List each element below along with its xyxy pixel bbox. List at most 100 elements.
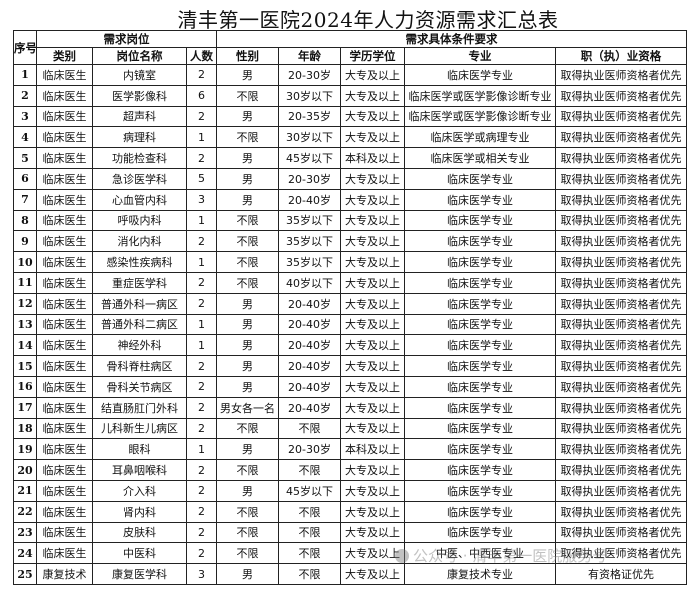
cell-qualification: 取得执业医师资格者优先 — [555, 355, 688, 377]
cell-seq: 12 — [13, 292, 37, 315]
cell-major: 临床医学专业 — [404, 521, 557, 544]
cell-qualification: 取得执业医师资格者优先 — [555, 313, 688, 336]
cell-age: 20-40岁 — [278, 188, 342, 211]
cell-qualification: 取得执业医师资格者优先 — [555, 334, 688, 357]
cell-qualification: 取得执业医师资格者优先 — [555, 209, 688, 232]
cell-qualification: 取得执业医师资格者优先 — [555, 479, 688, 502]
cell-age: 35岁以下 — [278, 251, 342, 273]
cell-age: 35岁以下 — [278, 209, 342, 232]
cell-major: 临床医学或医学影像诊断专业 — [404, 105, 557, 128]
cell-major: 临床医学专业 — [404, 396, 557, 419]
cell-age: 45岁以下 — [278, 479, 342, 502]
cell-position-name: 普通外科一病区 — [92, 292, 187, 315]
cell-age: 20-40岁 — [278, 334, 342, 357]
cell-seq: 6 — [13, 167, 37, 190]
cell-position-name: 病理科 — [92, 126, 187, 149]
cell-count: 2 — [185, 500, 218, 523]
cell-category: 临床医生 — [36, 479, 93, 502]
cell-count: 2 — [185, 271, 218, 294]
cell-count: 1 — [185, 209, 218, 232]
cell-education: 大专及以上 — [340, 375, 406, 398]
cell-seq: 15 — [13, 355, 37, 377]
cell-age: 不限 — [278, 563, 342, 585]
cell-gender: 不限 — [216, 417, 280, 440]
cell-age: 不限 — [278, 542, 342, 565]
cell-education: 大专及以上 — [340, 479, 406, 502]
cell-category: 临床医生 — [36, 334, 93, 357]
cell-seq: 5 — [13, 147, 37, 169]
cell-education: 大专及以上 — [340, 334, 406, 357]
cell-seq: 16 — [13, 375, 37, 398]
cell-position-name: 耳鼻咽喉科 — [92, 459, 187, 481]
cell-gender: 男 — [216, 334, 280, 357]
cell-qualification: 取得执业医师资格者优先 — [555, 459, 688, 481]
cell-count: 2 — [185, 64, 218, 86]
cell-gender: 不限 — [216, 251, 280, 273]
cell-seq: 24 — [13, 542, 37, 565]
cell-seq: 22 — [13, 500, 37, 523]
cell-gender: 男 — [216, 375, 280, 398]
table-row: 1 临床医生 内镜室 2 男 20-30岁 大专及以上 临床医学专业 取得执业医师资格者优先 — [13, 64, 688, 86]
cell-seq: 7 — [13, 188, 37, 211]
cell-position-name: 肾内科 — [92, 500, 187, 523]
cell-qualification: 取得执业医师资格者优先 — [555, 251, 688, 273]
cell-age: 20-30岁 — [278, 64, 342, 86]
cell-seq: 23 — [13, 521, 37, 544]
cell-seq: 8 — [13, 209, 37, 232]
cell-count: 2 — [185, 459, 218, 481]
table-row: 18 临床医生 儿科新生儿病区 2 不限 不限 大专及以上 临床医学专业 取得执业医师资格者优先 — [13, 417, 688, 440]
cell-count: 2 — [185, 479, 218, 502]
cell-major: 中医、中西医专业 — [404, 542, 557, 565]
cell-education: 大专及以上 — [340, 230, 406, 253]
cell-seq: 17 — [13, 396, 37, 419]
cell-qualification: 取得执业医师资格者优先 — [555, 542, 688, 565]
cell-gender: 不限 — [216, 459, 280, 481]
table-row: 11 临床医生 重症医学科 2 不限 40岁以下 大专及以上 临床医学专业 取得执业医师资格者优… — [13, 271, 688, 294]
table-row: 16 临床医生 骨科关节病区 2 男 20-40岁 大专及以上 临床医学专业 取得执业医师资格者… — [13, 375, 688, 398]
cell-seq: 2 — [13, 84, 37, 107]
cell-gender: 不限 — [216, 521, 280, 544]
cell-count: 1 — [185, 126, 218, 149]
cell-education: 大专及以上 — [340, 126, 406, 149]
cell-gender: 不限 — [216, 500, 280, 523]
cell-seq: 9 — [13, 230, 37, 253]
cell-count: 2 — [185, 355, 218, 377]
cell-category: 临床医生 — [36, 188, 93, 211]
table-row: 7 临床医生 心血管内科 3 男 20-40岁 大专及以上 临床医学专业 取得执业医师资格者优先 — [13, 188, 688, 211]
cell-seq: 20 — [13, 459, 37, 481]
cell-qualification: 取得执业医师资格者优先 — [555, 417, 688, 440]
cell-age: 20-30岁 — [278, 438, 342, 461]
cell-category: 临床医生 — [36, 396, 93, 419]
header-qualification: 职（执）业资格 — [555, 47, 688, 65]
cell-position-name: 骨科关节病区 — [92, 375, 187, 398]
cell-gender: 不限 — [216, 230, 280, 253]
cell-position-name: 儿科新生儿病区 — [92, 417, 187, 440]
cell-age: 不限 — [278, 521, 342, 544]
cell-category: 康复技术 — [36, 563, 93, 585]
table-row: 15 临床医生 骨科脊柱病区 2 男 20-40岁 大专及以上 临床医学专业 取得执业医师资格者… — [13, 355, 688, 377]
cell-position-name: 骨科脊柱病区 — [92, 355, 187, 377]
cell-major: 临床医学专业 — [404, 417, 557, 440]
cell-position-name: 医学影像科 — [92, 84, 187, 107]
page-title: 清丰第一医院2024年人力资源需求汇总表 — [177, 8, 559, 32]
cell-education: 大专及以上 — [340, 355, 406, 377]
cell-qualification: 取得执业医师资格者优先 — [555, 500, 688, 523]
cell-count: 2 — [185, 396, 218, 419]
cell-education: 大专及以上 — [340, 292, 406, 315]
cell-qualification: 取得执业医师资格者优先 — [555, 188, 688, 211]
cell-age: 不限 — [278, 500, 342, 523]
cell-gender: 不限 — [216, 271, 280, 294]
cell-seq: 4 — [13, 126, 37, 149]
cell-major: 临床医学或相关专业 — [404, 147, 557, 169]
cell-qualification: 取得执业医师资格者优先 — [555, 438, 688, 461]
cell-position-name: 功能检查科 — [92, 147, 187, 169]
cell-count: 2 — [185, 521, 218, 544]
cell-seq: 13 — [13, 313, 37, 336]
cell-age: 不限 — [278, 459, 342, 481]
cell-qualification: 取得执业医师资格者优先 — [555, 292, 688, 315]
header-category: 类别 — [36, 47, 93, 65]
cell-education: 大专及以上 — [340, 396, 406, 419]
table-row: 25 康复技术 康复医学科 3 男不限 大专及以上 康复技术专业 有资格证优先 — [13, 563, 688, 585]
header-age: 年龄 — [278, 47, 342, 65]
cell-category: 临床医生 — [36, 126, 93, 149]
